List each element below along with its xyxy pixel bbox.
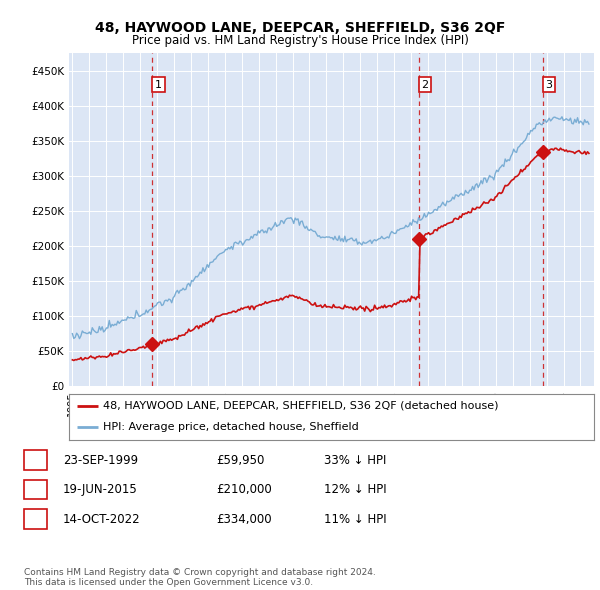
Text: Price paid vs. HM Land Registry's House Price Index (HPI): Price paid vs. HM Land Registry's House … (131, 34, 469, 47)
Text: £210,000: £210,000 (216, 483, 272, 496)
Text: 19-JUN-2015: 19-JUN-2015 (63, 483, 138, 496)
Text: £59,950: £59,950 (216, 454, 265, 467)
Text: 3: 3 (545, 80, 553, 90)
Text: 2: 2 (421, 80, 428, 90)
Text: 14-OCT-2022: 14-OCT-2022 (63, 513, 140, 526)
Text: £334,000: £334,000 (216, 513, 272, 526)
Text: 33% ↓ HPI: 33% ↓ HPI (324, 454, 386, 467)
Text: 11% ↓ HPI: 11% ↓ HPI (324, 513, 386, 526)
Text: 1: 1 (32, 454, 39, 467)
Text: 1: 1 (155, 80, 162, 90)
Text: 48, HAYWOOD LANE, DEEPCAR, SHEFFIELD, S36 2QF (detached house): 48, HAYWOOD LANE, DEEPCAR, SHEFFIELD, S3… (103, 401, 499, 411)
Text: 3: 3 (32, 513, 39, 526)
Text: 12% ↓ HPI: 12% ↓ HPI (324, 483, 386, 496)
Text: 2: 2 (32, 483, 39, 496)
Text: Contains HM Land Registry data © Crown copyright and database right 2024.
This d: Contains HM Land Registry data © Crown c… (24, 568, 376, 587)
Text: 48, HAYWOOD LANE, DEEPCAR, SHEFFIELD, S36 2QF: 48, HAYWOOD LANE, DEEPCAR, SHEFFIELD, S3… (95, 21, 505, 35)
Text: HPI: Average price, detached house, Sheffield: HPI: Average price, detached house, Shef… (103, 422, 359, 432)
Text: 23-SEP-1999: 23-SEP-1999 (63, 454, 138, 467)
